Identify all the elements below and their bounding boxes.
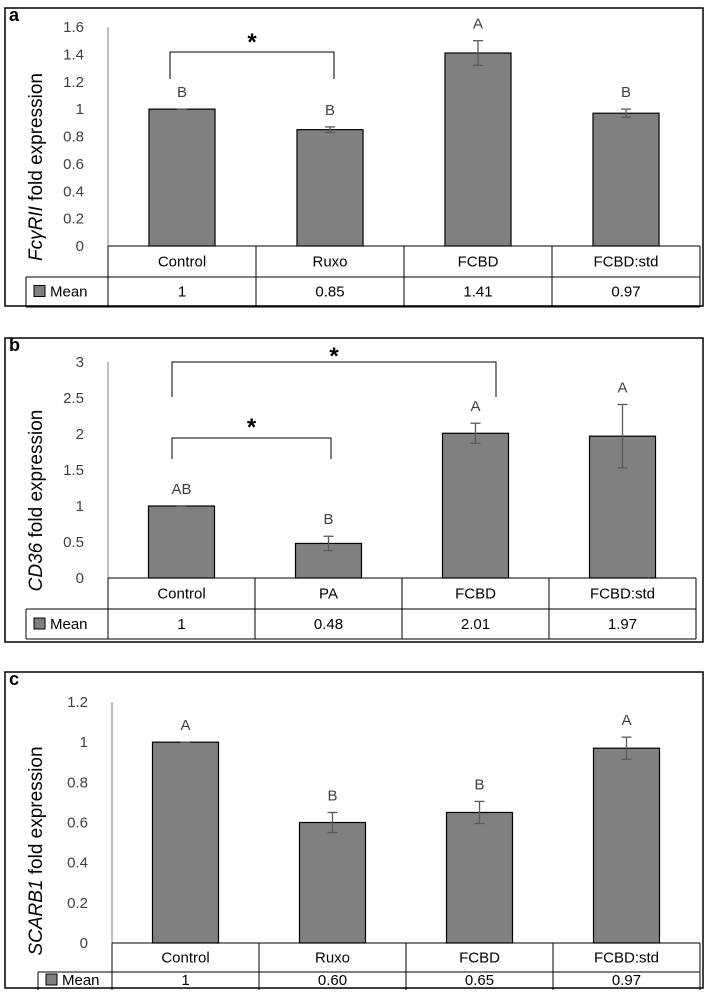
significance-letter: B — [177, 84, 187, 101]
data-table-value: 1.41 — [463, 284, 492, 301]
bar-ruxo — [298, 821, 367, 944]
significance-bracket — [171, 361, 497, 397]
data-table-value: 1 — [178, 284, 186, 301]
x-category-label: Ruxo — [315, 950, 350, 967]
bar-control — [151, 741, 220, 944]
data-table-value: 0.48 — [314, 616, 343, 633]
significance-bracket — [171, 437, 332, 459]
significance-bracket — [169, 51, 335, 79]
y-tick-label: 1 — [80, 734, 88, 751]
bar-fcbd — [444, 52, 512, 247]
significance-letter: A — [617, 379, 627, 396]
y-axis-label: SCARB1 fold expression — [26, 746, 47, 955]
data-table-value: 0.60 — [318, 972, 347, 989]
y-axis-label-gene: CD36 — [26, 542, 47, 591]
significance-letter: B — [327, 787, 337, 804]
y-tick-label: 1.2 — [67, 694, 88, 711]
y-tick-label: 0.5 — [63, 534, 84, 551]
significance-letter: B — [474, 776, 484, 793]
y-tick-label: 0.8 — [63, 129, 84, 146]
y-tick-label: 0.4 — [63, 183, 84, 200]
y-tick-label: 0 — [76, 238, 84, 255]
panel-a: a 0 0.2 0.4 0.6 0.8 1 1.2 1.4 1.6 FcγRII fold expr… — [4, 5, 704, 308]
y-tick-label: 0.8 — [67, 774, 88, 791]
data-table-value: 1 — [181, 972, 189, 989]
significance-letter: AB — [171, 481, 191, 498]
y-tick-label: 0.2 — [67, 895, 88, 912]
y-tick-label: 0.6 — [67, 815, 88, 832]
bar-fcbd — [441, 432, 510, 579]
y-tick-label: 0.4 — [67, 855, 88, 872]
panel-letter: b — [9, 335, 20, 355]
bar-fcbd-std — [592, 747, 661, 944]
bar-fcbd-std — [592, 112, 660, 247]
data-table-value: 0.85 — [315, 284, 344, 301]
y-tick-label: 2 — [76, 426, 84, 443]
x-category-label: Control — [161, 950, 209, 967]
y-tick-label: 1.6 — [63, 19, 84, 36]
bar-control — [148, 108, 216, 247]
x-category-label: FCBD:std — [593, 254, 658, 271]
significance-letter: B — [323, 511, 333, 528]
panel-letter: c — [9, 669, 19, 689]
y-axis-label-suffix: fold expression — [26, 746, 47, 879]
x-category-label: FCBD:std — [590, 586, 655, 603]
y-tick-label: 1 — [76, 101, 84, 118]
panel-border — [4, 337, 704, 643]
data-table-value: 2.01 — [461, 616, 490, 633]
significance-letter: B — [325, 102, 335, 119]
x-category-label: FCBD — [458, 254, 499, 271]
y-tick-label: 0.6 — [63, 156, 84, 173]
panel-c: c 0 0.2 0.4 0.6 0.8 1 1.2 SCARB1 fold expression… — [4, 669, 704, 995]
data-table-value: 0.65 — [465, 972, 494, 989]
significance-letter: A — [473, 16, 483, 33]
y-tick-label: 2.5 — [63, 390, 84, 407]
x-category-label: PA — [319, 586, 338, 603]
legend-swatch — [33, 617, 46, 630]
significance-star: * — [329, 343, 339, 370]
y-axis-label-suffix: fold expression — [26, 73, 47, 206]
bar-ruxo — [296, 129, 364, 247]
x-category-label: FCBD — [459, 950, 500, 967]
significance-letter: A — [621, 712, 631, 729]
bar-fcbd — [445, 811, 514, 944]
data-table-value: 0.97 — [612, 972, 641, 989]
y-tick-label: 1.4 — [63, 46, 84, 63]
significance-letter: A — [180, 717, 190, 734]
legend-label: Mean — [50, 616, 88, 633]
legend-swatch — [45, 973, 58, 986]
y-tick-label: 1.2 — [63, 74, 84, 91]
data-table-value: 1.97 — [608, 616, 637, 633]
x-category-label: Control — [158, 254, 206, 271]
y-axis-label: CD36 fold expression — [26, 410, 47, 592]
legend-label: Mean — [62, 972, 100, 989]
x-category-label: Ruxo — [312, 254, 347, 271]
significance-letter: A — [470, 398, 480, 415]
bar-control — [147, 505, 216, 579]
legend-label: Mean — [50, 284, 88, 301]
y-axis-label-gene: SCARB1 — [26, 880, 47, 956]
significance-star: * — [247, 414, 257, 441]
y-tick-label: 0.2 — [63, 211, 84, 228]
y-axis-label: FcγRII fold expression — [26, 73, 47, 261]
y-tick-label: 0 — [80, 935, 88, 952]
data-table-value: 1 — [177, 616, 185, 633]
significance-letter: B — [621, 84, 631, 101]
panel-letter: a — [9, 5, 20, 25]
x-category-label: FCBD:std — [594, 950, 659, 967]
legend-swatch — [33, 285, 46, 297]
x-category-label: FCBD — [455, 586, 496, 603]
y-axis-label-gene: FcγRII — [26, 205, 47, 261]
y-tick-label: 0 — [76, 570, 84, 587]
y-tick-label: 1.5 — [63, 462, 84, 479]
panel-b: b 0 0.5 1 1.5 2 2.5 3 CD36 fold expression AB B A A *… — [4, 335, 704, 643]
significance-star: * — [247, 29, 257, 56]
y-tick-label: 3 — [76, 354, 84, 371]
y-axis-label-suffix: fold expression — [26, 410, 47, 543]
x-category-label: Control — [157, 586, 205, 603]
y-tick-label: 1 — [76, 498, 84, 515]
data-table-value: 0.97 — [611, 284, 640, 301]
